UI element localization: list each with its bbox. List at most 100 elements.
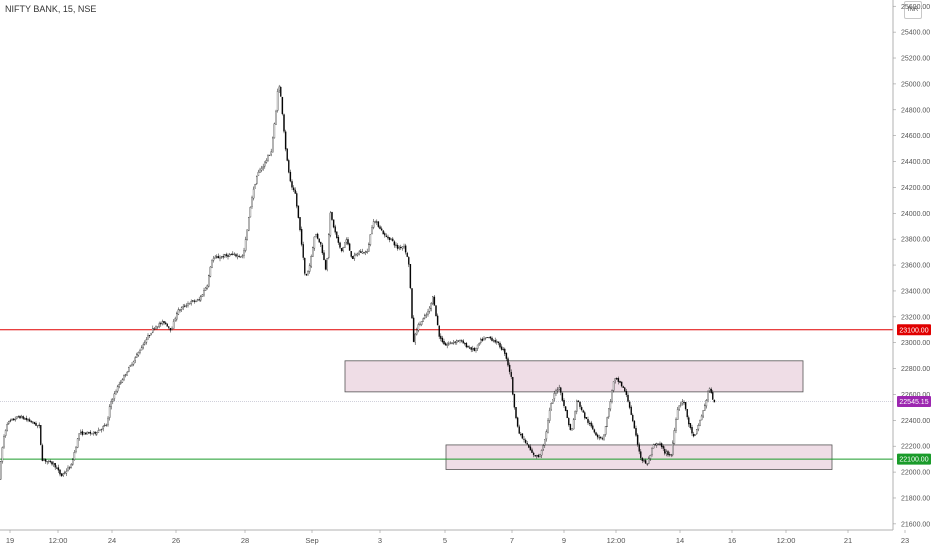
candle-body	[564, 406, 567, 411]
candle-body	[369, 234, 372, 245]
y-tick-label: 22200.00	[901, 444, 930, 451]
y-tick-label: 22000.00	[901, 470, 930, 477]
candle-body	[414, 333, 416, 343]
candle-body	[36, 425, 39, 427]
candle-body	[124, 374, 127, 376]
candle-body	[160, 323, 162, 325]
candle-body	[315, 234, 317, 237]
x-tick-label: 12:00	[607, 536, 626, 545]
candle-body	[14, 419, 16, 421]
candle-body	[667, 451, 669, 456]
candle-body	[401, 246, 404, 249]
candle-body	[611, 390, 613, 403]
price-axis[interactable]: 21600.00 21800.00 22000.00 22200.00 22400.00…	[893, 4, 930, 529]
y-tick-label: 24600.00	[901, 133, 930, 140]
candle-body	[324, 260, 327, 270]
candle-body	[121, 379, 124, 383]
candle-body	[240, 256, 242, 258]
candle-body	[432, 296, 434, 304]
candle-body	[680, 403, 682, 406]
candle-body	[632, 414, 634, 422]
y-tick-label: 22600.00	[901, 392, 930, 399]
candle-body	[219, 257, 221, 259]
candle-body	[644, 460, 647, 464]
candle-body	[636, 434, 639, 445]
candle-body	[251, 197, 253, 207]
candle-body	[158, 323, 160, 327]
candle-body	[628, 401, 631, 408]
candle-body	[17, 416, 20, 418]
candle-body	[227, 255, 229, 257]
candle-body	[472, 348, 474, 350]
candle-body	[238, 256, 240, 257]
candle-body	[446, 344, 448, 346]
candle-body	[676, 409, 679, 420]
candle-body	[323, 252, 325, 261]
candle-body	[556, 389, 559, 392]
candle-body	[228, 254, 231, 257]
candle-body	[275, 110, 277, 125]
candle-body	[182, 306, 184, 308]
candle-body	[206, 285, 208, 289]
candle-body	[505, 353, 508, 359]
candle-body	[600, 436, 602, 439]
candle-body	[705, 400, 708, 407]
candle-body	[652, 444, 655, 449]
candle-body	[587, 419, 589, 423]
candle-body	[148, 335, 151, 337]
candle-body	[312, 247, 314, 257]
candle-body	[368, 244, 370, 252]
candle-body	[440, 335, 442, 339]
candle-body	[9, 420, 12, 422]
candle-body	[672, 442, 674, 456]
currency-badge[interactable]: INR	[904, 1, 922, 19]
candle-body	[176, 313, 178, 320]
candle-body	[88, 432, 90, 434]
candle-body	[454, 341, 456, 343]
candle-body	[60, 473, 63, 477]
x-tick-label: 19	[6, 536, 14, 545]
candle-body	[515, 407, 517, 419]
time-axis[interactable]: 19 12:00 24 26 28 Sep 3 5 7 9 12:00 14 16 12:00 21 23	[6, 530, 909, 545]
candle-body	[387, 236, 389, 239]
candle-body	[152, 328, 154, 333]
candle-body	[467, 346, 469, 348]
candle-body	[542, 445, 544, 450]
candle-body	[200, 296, 202, 301]
candle-body	[352, 256, 354, 260]
last-price-price-label: 22545.15	[899, 399, 928, 406]
candle-body	[528, 444, 530, 448]
candle-body	[54, 463, 56, 468]
candle-body	[91, 433, 93, 435]
candle-body	[385, 235, 388, 237]
candle-body	[708, 388, 711, 391]
candle-body	[411, 288, 413, 319]
candle-body	[286, 148, 288, 161]
candle-body	[460, 340, 463, 342]
candle-body	[118, 384, 120, 387]
candle-body	[48, 460, 50, 462]
candle-body	[452, 342, 455, 344]
candle-body	[25, 418, 28, 420]
candle-body	[504, 348, 506, 354]
candle-body	[462, 340, 464, 344]
candle-body	[702, 410, 704, 417]
x-tick-label: 12:00	[49, 536, 68, 545]
candle-body	[278, 86, 280, 91]
candle-body	[598, 437, 600, 439]
candle-body	[590, 422, 592, 427]
candle-body	[112, 398, 114, 402]
candle-body	[617, 378, 620, 382]
candle-body	[209, 266, 212, 277]
candle-body	[144, 342, 146, 345]
candle-body	[475, 348, 477, 351]
candle-body	[518, 426, 520, 434]
candle-body	[409, 263, 412, 289]
candle-body	[614, 378, 616, 381]
candle-body	[104, 424, 106, 426]
candle-body	[713, 399, 716, 403]
candle-body	[273, 123, 276, 139]
candle-body	[198, 299, 200, 301]
candle-body	[523, 438, 525, 440]
